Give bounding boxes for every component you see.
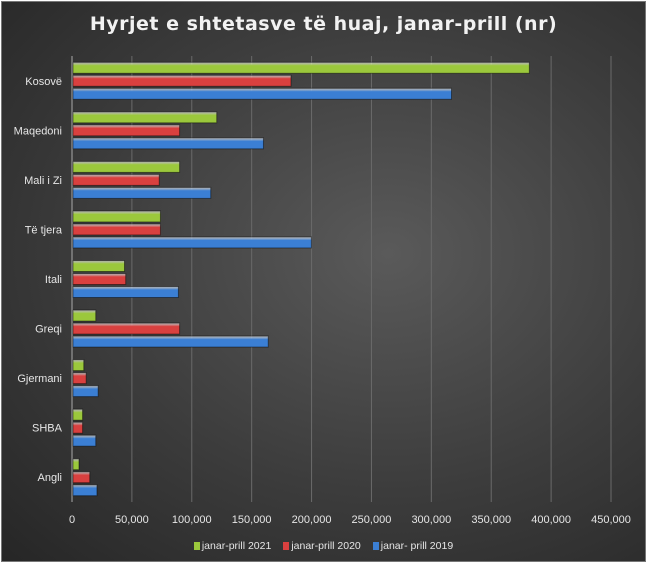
category-label: Greqi (35, 324, 62, 336)
x-tick-label: 150,000 (232, 514, 272, 526)
chart-title: Hyrjet e shtetasve të huaj, janar-prill … (89, 13, 558, 35)
bar-janar-prill-2020 (72, 273, 127, 285)
legend-label: janar-prill 2021 (201, 540, 272, 552)
x-tick-label: 100,000 (172, 514, 212, 526)
bar-janar--prill-2019 (72, 236, 312, 249)
bar-janar-prill-2021 (72, 111, 218, 124)
category-label: Mali i Zi (24, 175, 62, 187)
x-tick-label: 200,000 (292, 514, 332, 526)
bar-janar-prill-2021 (72, 160, 181, 173)
legend-label: janar- prill 2019 (380, 540, 454, 552)
bar-janar-prill-2020 (72, 124, 181, 137)
legend-swatch (283, 542, 290, 550)
legend-item: janar- prill 2019 (372, 540, 454, 552)
category-label: Angli (38, 472, 62, 484)
bar-janar--prill-2019 (72, 434, 97, 447)
bar-janar-prill-2021 (72, 61, 530, 74)
x-tick-label: 450,000 (591, 514, 631, 526)
bar-janar-prill-2020 (72, 173, 160, 186)
bar-janar-prill-2020 (72, 421, 84, 434)
x-tick-label: 300,000 (411, 514, 451, 526)
legend: janar-prill 2021 janar-prill 2020 janar- p… (2, 540, 645, 552)
bar-janar--prill-2019 (72, 137, 264, 150)
bar-janar--prill-2019 (72, 335, 269, 348)
bar-janar--prill-2019 (72, 385, 99, 398)
category-label: SHBA (32, 423, 63, 435)
bar-janar-prill-2021 (72, 408, 84, 421)
bar-janar-prill-2020 (72, 322, 181, 335)
bar-janar-prill-2020 (72, 223, 161, 236)
bar-janar-prill-2021 (72, 210, 161, 223)
legend-swatch (372, 542, 379, 550)
legend-item: janar-prill 2020 (283, 540, 361, 552)
legend-label: janar-prill 2020 (291, 540, 361, 552)
category-label: Të tjera (25, 224, 63, 236)
bar-janar--prill-2019 (72, 87, 452, 100)
legend-swatch (193, 542, 200, 550)
category-label: Kosovë (25, 76, 62, 88)
bar-janar--prill-2019 (72, 186, 212, 199)
bar-janar-prill-2021 (72, 458, 80, 471)
bar-janar--prill-2019 (72, 286, 179, 298)
category-label: Maqedoni (14, 125, 62, 137)
x-tick-label: 250,000 (352, 514, 392, 526)
category-label: Itali (45, 274, 62, 286)
bar-janar-prill-2020 (72, 74, 292, 87)
x-tick-label: 400,000 (531, 514, 571, 526)
bar-janar-prill-2021 (72, 359, 85, 372)
bar-janar--prill-2019 (72, 484, 98, 497)
bar-janar-prill-2021 (72, 309, 97, 322)
category-label: Gjermani (17, 373, 62, 385)
bar-janar-prill-2020 (72, 372, 87, 385)
x-tick-label: 0 (69, 514, 75, 526)
legend-item: janar-prill 2021 (193, 540, 272, 552)
bar-janar-prill-2021 (72, 260, 126, 272)
x-tick-label: 350,000 (471, 514, 511, 526)
x-tick-label: 50,000 (115, 514, 149, 526)
bar-janar-prill-2020 (72, 471, 91, 484)
